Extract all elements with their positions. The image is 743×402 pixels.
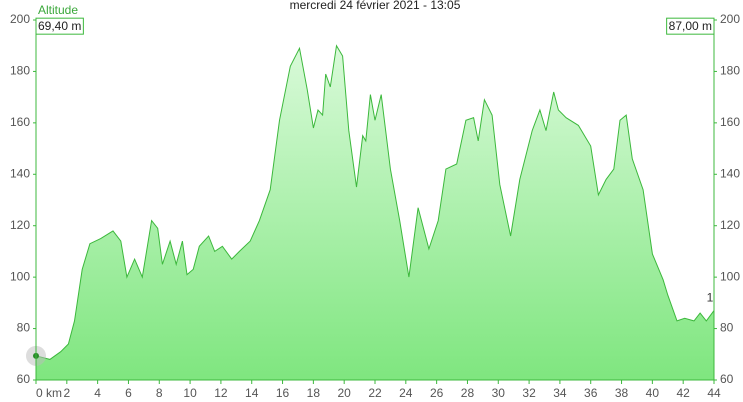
y2-tick-label: 80 — [720, 321, 734, 335]
y2-tick-label: 120 — [720, 218, 740, 232]
x-tick-label: 2 — [63, 386, 70, 400]
x-tick-label: 26 — [430, 386, 444, 400]
x-tick-label: 22 — [368, 386, 382, 400]
x-tick-label: 6 — [125, 386, 132, 400]
x-tick-label: 44 — [707, 386, 721, 400]
x-tick-label: 18 — [307, 386, 321, 400]
end-marker-label: 1 — [707, 291, 714, 305]
y2-tick-label: 200 — [720, 12, 740, 26]
x-tick-label: 34 — [553, 386, 567, 400]
y-tick-label: 120 — [10, 218, 30, 232]
x-tick-label: 0 km — [36, 386, 62, 400]
x-tick-label: 36 — [584, 386, 598, 400]
x-tick-label: 28 — [461, 386, 475, 400]
y-tick-label: 180 — [10, 64, 30, 78]
x-tick-label: 32 — [522, 386, 536, 400]
value-box-label: 69,40 m — [38, 19, 81, 33]
y-tick-label: 200 — [10, 12, 30, 26]
value-box — [35, 17, 84, 35]
x-tick-label: 42 — [677, 386, 691, 400]
y-tick-label: 140 — [10, 166, 30, 180]
x-tick-label: 12 — [214, 386, 228, 400]
x-tick-label: 16 — [276, 386, 290, 400]
x-tick-label: 24 — [399, 386, 413, 400]
y-tick-label: 80 — [17, 321, 31, 335]
y2-tick-label: 140 — [720, 166, 740, 180]
y2-tick-label: 100 — [720, 269, 740, 283]
y-tick-label: 60 — [17, 372, 31, 386]
chart-title: mercredi 24 février 2021 - 13:05 — [290, 0, 461, 12]
value-box-label: 87,00 m — [669, 19, 712, 33]
x-tick-label: 8 — [156, 386, 163, 400]
line — [35, 44, 715, 360]
x-tick-label: 40 — [646, 386, 660, 400]
y2-tick-label: 60 — [720, 372, 734, 386]
x-tick-label: 38 — [615, 386, 629, 400]
value-box — [666, 17, 715, 35]
x-tick-label: 10 — [183, 386, 197, 400]
x-tick-label: 14 — [245, 386, 259, 400]
x-tick-label: 4 — [94, 386, 101, 400]
area — [36, 45, 714, 380]
y2-tick-label: 160 — [720, 115, 740, 129]
y2-tick-label: 180 — [720, 64, 740, 78]
y-axis-title: Altitude — [38, 3, 78, 17]
x-tick-label: 20 — [338, 386, 352, 400]
y-tick-label: 160 — [10, 115, 30, 129]
y-tick-label: 100 — [10, 269, 30, 283]
x-tick-label: 30 — [492, 386, 506, 400]
